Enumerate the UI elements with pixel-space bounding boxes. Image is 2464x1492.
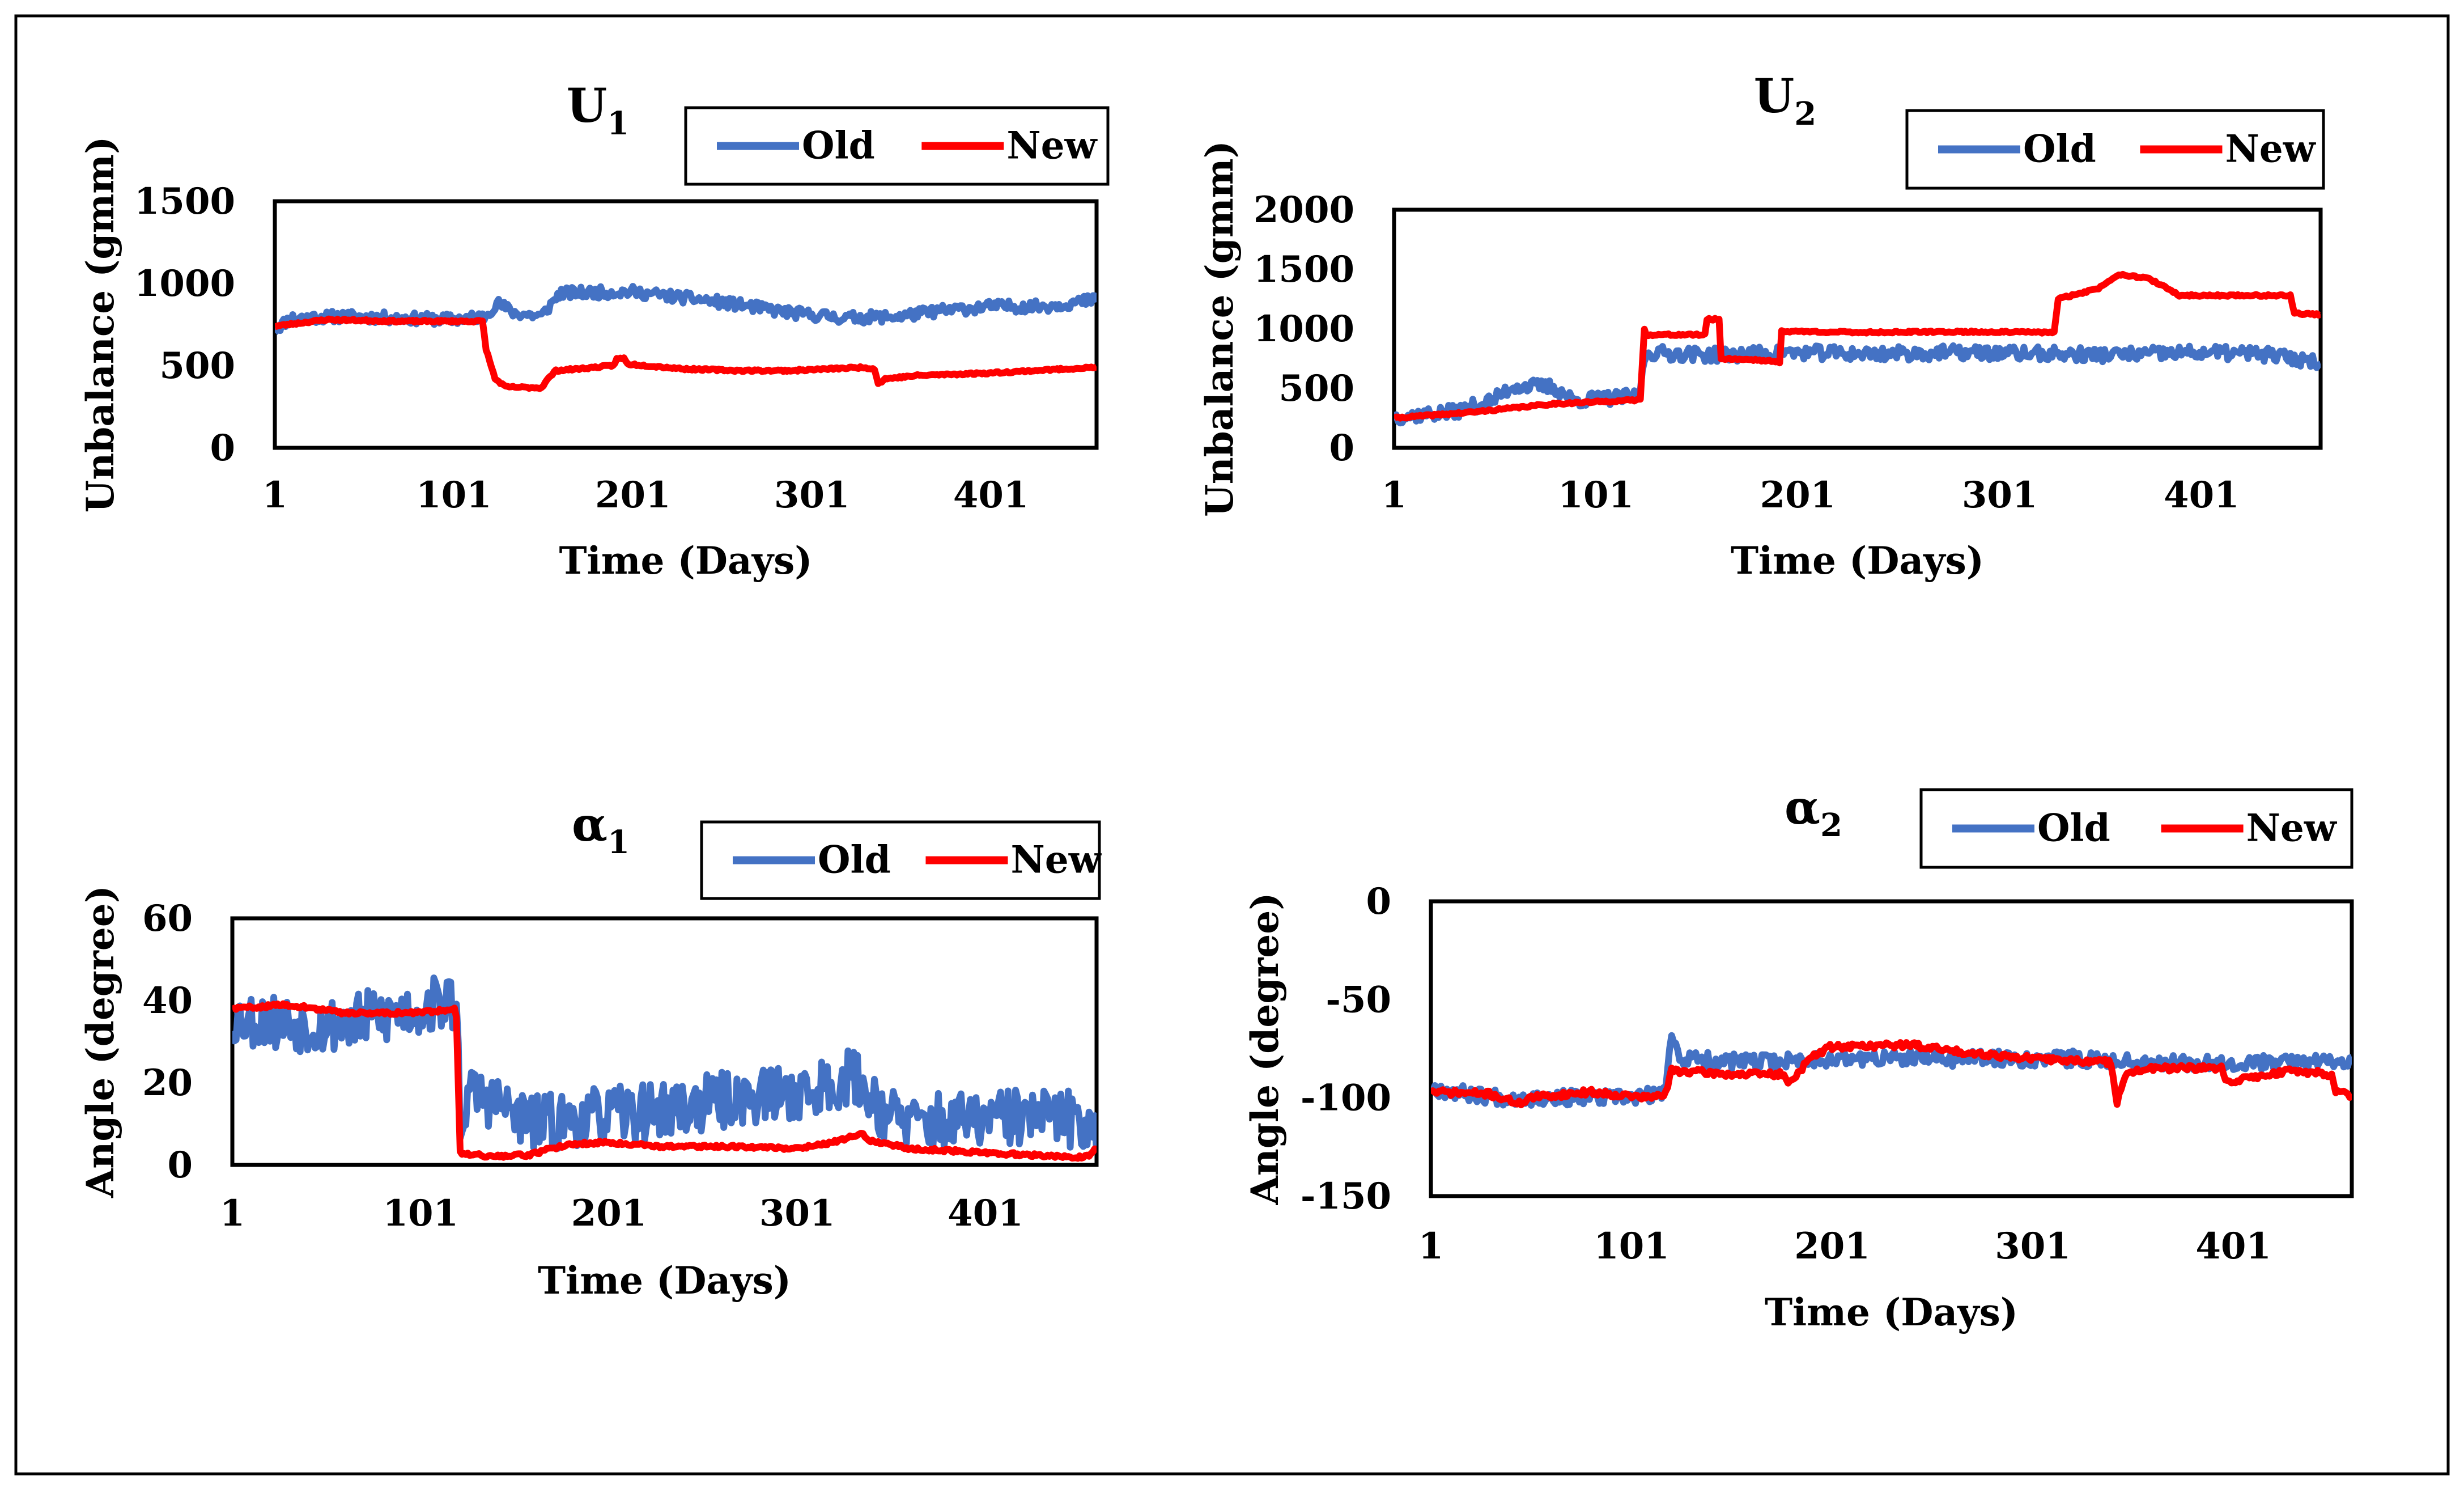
x-tick-label: 201 bbox=[1794, 1225, 1870, 1268]
series-line-old bbox=[1394, 342, 2321, 427]
x-tick-label: 301 bbox=[1995, 1225, 2071, 1268]
figure-border bbox=[14, 14, 2450, 1476]
y-tick-label: 20 bbox=[142, 1062, 193, 1104]
chart-title: U2 bbox=[1754, 69, 1816, 133]
legend-label-new: New bbox=[2246, 806, 2338, 850]
x-tick-label: 1 bbox=[1418, 1225, 1444, 1268]
legend: Old New bbox=[1905, 109, 2325, 190]
y-tick-label: 0 bbox=[1329, 427, 1354, 469]
series-line-new bbox=[1431, 1039, 2352, 1109]
y-tick-label: 500 bbox=[159, 345, 235, 387]
x-tick-label: 301 bbox=[759, 1192, 835, 1235]
series-line-new bbox=[232, 1000, 1097, 1162]
x-tick-label: 201 bbox=[595, 474, 671, 516]
plot-frame bbox=[1429, 899, 2354, 1198]
y-tick-label: 60 bbox=[142, 897, 193, 940]
legend-label-old: Old bbox=[818, 838, 891, 882]
y-axis-label: Unbalance (gmm) bbox=[78, 137, 122, 513]
y-tick-label: 500 bbox=[1278, 367, 1354, 410]
y-tick-label: 2000 bbox=[1254, 189, 1354, 231]
legend-label-new: New bbox=[1006, 124, 1098, 168]
x-tick-label: 301 bbox=[774, 474, 850, 516]
x-tick-label: 401 bbox=[953, 474, 1029, 516]
y-tick-label: -100 bbox=[1301, 1077, 1391, 1120]
chart-u1: U1 0 500 1000 1500 1 101 201 301 401 Time (Days) Un… bbox=[78, 79, 1110, 583]
chart-a2: α2 0 -50 -100 -150 1 101 201 301 401 Time (Days) An… bbox=[1243, 781, 2354, 1334]
x-tick-label: 101 bbox=[1594, 1225, 1669, 1268]
chart-title: U1 bbox=[567, 79, 629, 142]
legend: Old New bbox=[700, 820, 1102, 900]
y-tick-label: 40 bbox=[142, 980, 193, 1022]
x-tick-label: 401 bbox=[2195, 1225, 2271, 1268]
y-axis-label: Angle (degree) bbox=[78, 885, 122, 1198]
x-tick-label: 401 bbox=[948, 1192, 1023, 1235]
x-tick-label: 201 bbox=[1760, 474, 1836, 516]
x-tick-label: 101 bbox=[383, 1192, 458, 1235]
x-tick-label: 1 bbox=[262, 474, 288, 516]
y-tick-label: 1000 bbox=[1254, 308, 1354, 350]
legend-label-old: Old bbox=[2037, 806, 2110, 850]
y-axis-label: Angle (degree) bbox=[1243, 893, 1287, 1206]
legend: Old New bbox=[684, 106, 1110, 186]
x-tick-label: 101 bbox=[416, 474, 492, 516]
x-tick-label: 201 bbox=[571, 1192, 647, 1235]
x-axis-label: Time (Days) bbox=[559, 539, 813, 583]
y-axis-label: Unbalance (gmm) bbox=[1197, 141, 1242, 517]
y-tick-label: 0 bbox=[1366, 880, 1391, 923]
x-axis-label: Time (Days) bbox=[538, 1258, 791, 1303]
chart-a1: α1 0 20 40 60 1 101 201 301 401 Time (Days) Angle (… bbox=[78, 798, 1102, 1303]
x-axis-label: Time (Days) bbox=[1731, 539, 1984, 583]
legend-label-old: Old bbox=[2023, 127, 2096, 171]
y-tick-label: 1500 bbox=[1254, 248, 1354, 291]
y-tick-label: -50 bbox=[1326, 978, 1391, 1021]
plot-frame bbox=[1392, 207, 2323, 450]
x-tick-label: 101 bbox=[1558, 474, 1634, 516]
x-tick-label: 301 bbox=[1962, 474, 2038, 516]
legend-label-new: New bbox=[1010, 838, 1102, 882]
chart-title: α2 bbox=[1785, 781, 1842, 844]
legend-label-new: New bbox=[2225, 127, 2316, 171]
y-tick-label: 0 bbox=[210, 427, 235, 469]
series-line-new bbox=[275, 315, 1097, 392]
y-tick-label: 0 bbox=[167, 1144, 193, 1186]
x-tick-label: 401 bbox=[2164, 474, 2240, 516]
legend-label-old: Old bbox=[802, 124, 875, 168]
y-tick-label: 1000 bbox=[134, 262, 235, 305]
chart-title: α1 bbox=[572, 798, 630, 861]
x-tick-label: 1 bbox=[1382, 474, 1407, 516]
series-line-new bbox=[1394, 270, 2321, 422]
x-axis-label: Time (Days) bbox=[1765, 1290, 2018, 1334]
y-tick-label: -150 bbox=[1301, 1175, 1391, 1218]
chart-u2: U2 0 500 1000 1500 2000 1 101 201 301 401 Time (Day… bbox=[1197, 69, 2325, 583]
legend: Old New bbox=[1919, 788, 2353, 869]
y-tick-label: 1500 bbox=[134, 180, 235, 223]
x-tick-label: 1 bbox=[220, 1192, 245, 1235]
